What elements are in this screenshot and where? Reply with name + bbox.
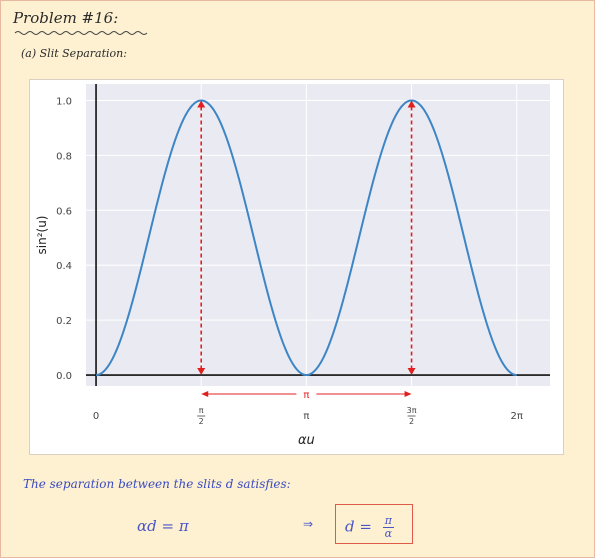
- x-tick-label-denominator: 2: [199, 417, 204, 426]
- answer-box: [335, 504, 413, 544]
- separation-arrowhead-right: [404, 391, 412, 397]
- equation-alpha-d: αd = π: [137, 517, 189, 535]
- x-tick-label: π: [303, 411, 309, 422]
- answer-denominator: α: [384, 527, 393, 540]
- separation-arrow: [201, 391, 412, 397]
- sin-squared-curve: [95, 99, 517, 377]
- y-tick-label: 0.0: [56, 371, 72, 382]
- y-tick-label: 0.8: [56, 151, 72, 162]
- x-axis-label: αu: [298, 433, 315, 448]
- peak-arrowhead-up: [197, 100, 206, 108]
- x-tick-label-numerator: π: [199, 406, 204, 415]
- answer-lhs: d =: [345, 517, 372, 536]
- problem-subtitle: (a) Slit Separation:: [21, 47, 127, 60]
- x-tick-label-denominator: 2: [409, 417, 414, 426]
- answer-numerator: π: [382, 514, 394, 528]
- peak-arrowhead-down: [197, 368, 206, 376]
- y-axis-label: sin²(u): [35, 216, 49, 255]
- title-underline: [14, 31, 148, 35]
- x-tick-label: 2π: [511, 411, 523, 422]
- plot-card: 0.0 0.2 0.4 0.6 0.8 1.0 0 π 2 π 3π 2 2π sin²(u) αu …: [29, 79, 564, 455]
- problem-title: Problem #16:: [13, 9, 119, 27]
- separation-arrowhead-left: [201, 391, 209, 397]
- y-tick-label: 0.4: [56, 261, 72, 272]
- y-tick-label: 0.2: [56, 316, 72, 327]
- peak-arrowhead-down: [407, 368, 416, 376]
- equation-d-answer: d = π α: [345, 515, 394, 540]
- peak-arrowhead-up: [407, 100, 416, 108]
- implies-arrow: ⇒: [303, 517, 314, 531]
- slit-separation-statement: The separation between the slits d satis…: [23, 477, 291, 491]
- x-tick-label: 0: [93, 411, 99, 422]
- plot-background: [86, 84, 550, 386]
- y-tick-labels: 0.0 0.2 0.4 0.6 0.8 1.0: [56, 96, 72, 382]
- y-tick-label: 0.6: [56, 206, 72, 217]
- y-tick-label: 1.0: [56, 96, 72, 107]
- x-tick-label-numerator: 3π: [407, 406, 417, 415]
- peak-markers: [197, 100, 416, 376]
- grid-lines: [86, 84, 550, 386]
- separation-label: π: [303, 390, 309, 401]
